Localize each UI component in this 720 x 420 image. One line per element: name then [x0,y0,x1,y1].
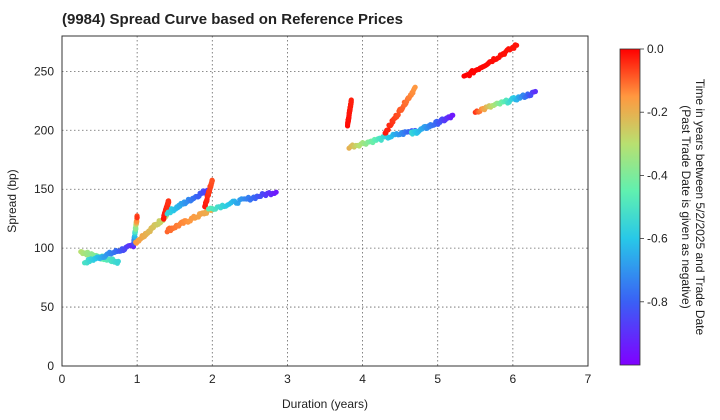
data-point [115,258,121,264]
data-point [166,199,172,205]
x-tick-label: 7 [585,372,592,386]
x-tick-label: 4 [359,372,366,386]
y-axis-label: Spread (bp) [5,169,19,232]
data-point [273,189,279,195]
x-axis-label: Duration (years) [282,397,368,411]
grid-lines [62,36,588,366]
y-tick-label: 250 [34,64,54,78]
data-points [78,42,539,266]
x-tick-label: 6 [510,372,517,386]
colorbar-ticks: 0.0 -0.2 -0.4 -0.6 -0.8 [640,42,668,309]
y-tick-label: 0 [47,359,54,373]
x-tick-label: 5 [434,372,441,386]
y-tick-label: 150 [34,182,54,196]
colorbar-tick-label: -0.6 [647,232,668,246]
y-tick-label: 100 [34,241,54,255]
data-point [412,84,418,90]
data-point [385,127,391,133]
x-tick-label: 3 [284,372,291,386]
data-point [450,112,456,118]
x-tick-label: 0 [59,372,66,386]
colorbar-tick-label: -0.4 [647,168,668,182]
chart-title: (9984) Spread Curve based on Reference P… [62,11,403,28]
data-point [514,42,520,48]
y-tick-label: 200 [34,123,54,137]
data-point [532,88,539,95]
x-axis-ticks: 0 1 2 3 4 5 6 7 [59,372,592,386]
data-point [209,178,215,184]
x-tick-label: 1 [134,372,141,386]
colorbar-tick-label: -0.8 [647,295,668,309]
colorbar-tick-label: 0.0 [647,42,664,56]
colorbar [619,48,641,366]
y-axis-ticks: 0 50 100 150 200 250 [34,64,54,373]
plot-frame [61,35,589,367]
colorbar-tick-label: -0.2 [647,105,668,119]
x-tick-label: 2 [209,372,216,386]
data-point [134,214,140,221]
y-tick-label: 50 [41,300,55,314]
colorbar-label-line1: Time in years between 5/2/2025 and Trade… [693,79,707,336]
data-point [348,97,354,103]
colorbar-label-line2: (Past Trade Date is given as negative) [679,105,693,308]
